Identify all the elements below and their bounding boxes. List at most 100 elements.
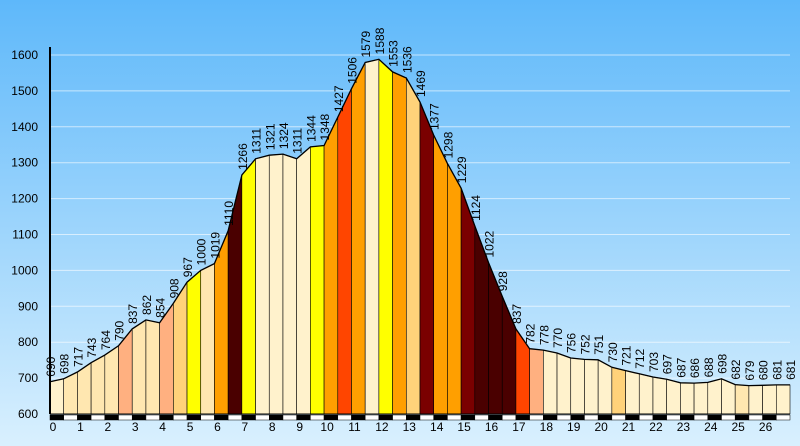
scale-bar-segment xyxy=(63,414,78,421)
x-tick-label: 22 xyxy=(649,420,663,434)
y-tick-label: 1000 xyxy=(11,263,38,277)
elevation-band xyxy=(597,359,613,415)
scale-bar-segment xyxy=(337,414,352,421)
x-tick-label: 25 xyxy=(732,420,746,434)
scale-bar-segment xyxy=(666,414,681,421)
x-tick-label: 14 xyxy=(430,420,444,434)
elevation-label: 717 xyxy=(71,347,85,367)
axes xyxy=(49,47,790,415)
x-tick-label: 20 xyxy=(594,420,608,434)
elevation-label: 1124 xyxy=(469,195,483,221)
elevation-label: 679 xyxy=(743,360,757,380)
scale-bar-segment xyxy=(556,414,571,421)
x-tick-label: 26 xyxy=(759,420,773,434)
scale-bar-segment xyxy=(323,414,339,421)
elevation-label: 1229 xyxy=(455,156,469,183)
elevation-band xyxy=(104,345,119,415)
x-tick-label: 0 xyxy=(50,420,57,434)
x-tick-label: 10 xyxy=(320,420,334,434)
elevation-label: 1348 xyxy=(318,113,332,140)
elevation-label: 686 xyxy=(688,358,702,378)
elevation-band xyxy=(255,154,270,415)
x-tick-label: 9 xyxy=(296,420,303,434)
elevation-label: 690 xyxy=(44,356,58,376)
x-axis-tick-labels: 0 1 2 3 4 5 6 7 8 9 10 11 12 13 14 15 16 17 18 19 20 21 22 23 24… xyxy=(50,420,773,434)
x-tick-label: 16 xyxy=(485,420,499,434)
x-tick-label: 21 xyxy=(622,420,636,434)
elevation-band xyxy=(666,378,681,415)
scale-bar-segment xyxy=(460,414,476,421)
elevation-label: 1019 xyxy=(208,232,222,259)
x-tick-label: 15 xyxy=(457,420,471,434)
x-tick-label: 7 xyxy=(242,420,249,434)
scale-bar-segment xyxy=(49,414,64,421)
elevation-band xyxy=(584,359,599,415)
scale-bar-segment xyxy=(378,414,393,421)
scale-bar-segment xyxy=(488,414,503,421)
scale-bar-segment xyxy=(310,414,325,421)
x-tick-label: 1 xyxy=(77,420,84,434)
elevation-band xyxy=(351,62,366,415)
elevation-band xyxy=(173,281,188,415)
scale-bar-segment xyxy=(419,414,434,421)
elevation-band xyxy=(556,352,572,415)
elevation-label: 703 xyxy=(647,352,661,372)
elevation-label: 1588 xyxy=(373,27,387,54)
elevation-label: 1506 xyxy=(345,57,359,84)
y-tick-label: 600 xyxy=(18,407,38,421)
elevation-band xyxy=(734,384,750,415)
scale-bar-segment xyxy=(721,414,736,421)
scale-bar-segment xyxy=(227,414,243,421)
elevation-band xyxy=(49,378,65,415)
elevation-label: 712 xyxy=(633,348,647,368)
scale-bar-segment xyxy=(543,414,558,421)
elevation-band xyxy=(419,101,435,415)
elevation-label: 743 xyxy=(85,337,99,357)
elevation-label: 752 xyxy=(578,334,592,354)
elevation-label: 1553 xyxy=(387,40,401,67)
elevation-label: 1022 xyxy=(483,230,497,257)
elevation-band xyxy=(570,357,585,415)
elevation-band xyxy=(762,384,777,415)
profile-outline xyxy=(49,58,790,387)
scale-bar-segment xyxy=(597,414,613,421)
scale-bar-segment xyxy=(762,414,777,421)
scale-bar-segment xyxy=(639,414,654,421)
elevation-label: 681 xyxy=(770,360,784,380)
y-tick-label: 1100 xyxy=(12,228,38,242)
x-tick-label: 12 xyxy=(375,420,389,434)
elevation-band xyxy=(241,157,256,415)
elevation-label: 687 xyxy=(674,357,688,377)
scale-bar-segment xyxy=(748,414,763,421)
scale-bar-segment xyxy=(584,414,599,421)
y-axis-tick-labels: 600 700 800 900 1000 1100 1200 1300 1400 1500 1600 xyxy=(11,48,38,421)
scale-bar-segment xyxy=(364,414,380,421)
elevation-label: 770 xyxy=(551,328,565,348)
scale-bar-segment xyxy=(776,414,791,421)
elevation-label: 1266 xyxy=(236,143,250,170)
x-tick-label: 3 xyxy=(132,420,139,434)
elevation-band xyxy=(186,269,202,415)
elevation-band xyxy=(296,146,311,415)
elevation-label: 1311 xyxy=(250,128,264,154)
distance-scale-bar xyxy=(49,414,791,421)
scale-bar-segment xyxy=(118,414,133,421)
elevation-band xyxy=(748,384,763,415)
elevation-band xyxy=(693,382,709,415)
elevation-label: 837 xyxy=(510,304,524,324)
x-tick-label: 18 xyxy=(540,420,554,434)
scale-bar-segment xyxy=(406,414,421,421)
x-tick-label: 11 xyxy=(348,420,361,434)
x-tick-label: 6 xyxy=(214,420,221,434)
scale-bar-segment xyxy=(282,414,297,421)
x-tick-label: 8 xyxy=(269,420,276,434)
elevation-label: 1469 xyxy=(414,70,428,97)
x-tick-label: 13 xyxy=(403,420,417,434)
scale-bar-segment xyxy=(131,414,147,421)
elevation-band xyxy=(638,373,654,415)
scale-bar-segment xyxy=(255,414,270,421)
scale-bar-segment xyxy=(159,414,174,421)
elevation-label: 730 xyxy=(606,342,620,362)
elevation-band xyxy=(652,376,667,415)
